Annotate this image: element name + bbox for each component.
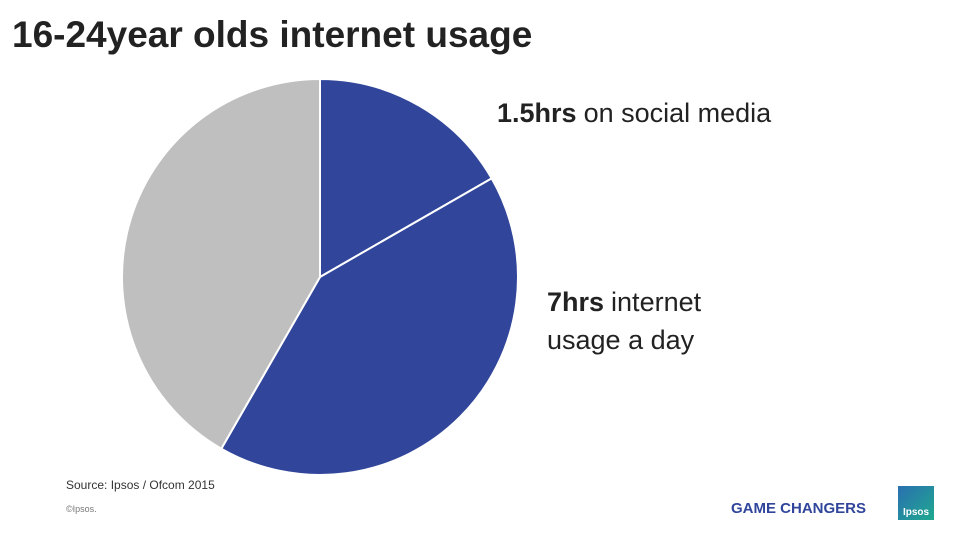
pie-slice	[219, 176, 519, 476]
copyright: ©Ipsos.	[66, 504, 97, 514]
source: Source: Ipsos / Ofcom 2015	[66, 478, 215, 492]
pie-slice	[319, 77, 494, 279]
annotation-bold: 1.5hrs	[497, 98, 577, 128]
chart-title: 16-24year olds internet usage	[12, 14, 533, 55]
annotation: 7hrs internet usage a day	[547, 283, 762, 359]
annotation-bold: 7hrs	[547, 287, 605, 317]
tagline: GAME CHANGERS	[731, 500, 867, 517]
logo: Ipsos	[898, 486, 934, 520]
annotation-text: on social media	[583, 98, 772, 128]
annotation: 1.5hrs on social media	[497, 94, 771, 132]
annotation-text: internet usage a day	[547, 287, 702, 355]
pie-slice	[121, 77, 321, 451]
